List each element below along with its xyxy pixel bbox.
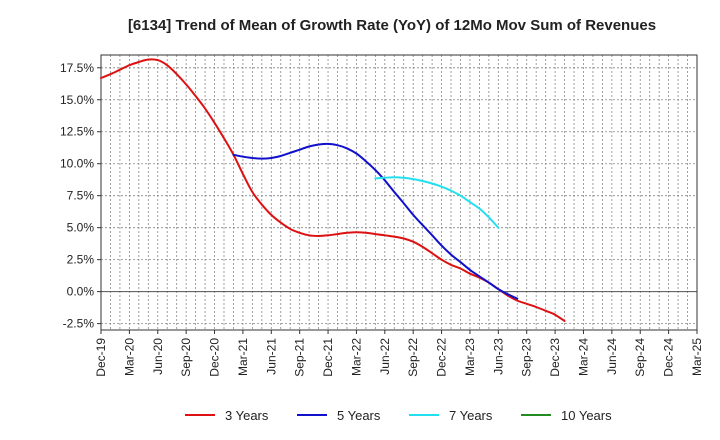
series-line-3-years: [100, 58, 566, 322]
legend-item-5-years: 5 Years: [297, 408, 381, 423]
x-tick-label: Mar-21: [236, 338, 250, 376]
legend-item-7-years: 7 Years: [409, 408, 493, 423]
x-tick-label: Mar-24: [576, 338, 590, 376]
legend: 3 Years 5 Years 7 Years 10 Years: [185, 408, 612, 423]
x-tick-label: Mar-22: [349, 338, 363, 376]
legend-item-3-years: 3 Years: [185, 408, 269, 423]
x-tick-label: Sep-21: [293, 338, 307, 377]
x-tick-label: Sep-23: [520, 338, 534, 377]
legend-label-10-years: 10 Years: [561, 408, 612, 423]
y-tick-label: 7.5%: [67, 189, 95, 203]
y-tick-label: 12.5%: [60, 125, 94, 139]
x-tick-label: Jun-21: [264, 338, 278, 375]
legend-label-3-years: 3 Years: [225, 408, 269, 423]
plot-frame: [100, 54, 698, 331]
x-tick-label: Sep-20: [179, 338, 193, 377]
x-tick-label: Sep-24: [633, 338, 647, 377]
x-tick-label: Dec-22: [435, 338, 449, 377]
legend-label-7-years: 7 Years: [449, 408, 493, 423]
y-tick-label: 2.5%: [67, 253, 95, 267]
y-tick-label: 10.0%: [60, 157, 94, 171]
x-tick-label: Dec-21: [321, 338, 335, 377]
x-tick-label: Dec-24: [662, 338, 676, 377]
x-tick-label: Mar-20: [122, 338, 136, 376]
x-tick-label: Dec-23: [548, 338, 562, 377]
y-tick-label: 17.5%: [60, 61, 94, 75]
series-line-5-years: [232, 142, 519, 300]
y-tick-label: 0.0%: [67, 285, 95, 299]
y-tick-label: -2.5%: [63, 317, 95, 331]
x-tick-label: Jun-22: [378, 338, 392, 375]
chart-title: [6134] Trend of Mean of Growth Rate (YoY…: [128, 17, 656, 34]
y-tick-label: 15.0%: [60, 93, 94, 107]
legend-label-5-years: 5 Years: [337, 408, 381, 423]
y-tick-label: 5.0%: [67, 221, 95, 235]
legend-item-10-years: 10 Years: [521, 408, 612, 423]
x-tick-label: Dec-20: [208, 338, 222, 377]
grid-layer: [100, 55, 698, 330]
x-tick-label: Jun-24: [605, 338, 619, 375]
x-tick-label: Sep-22: [406, 338, 420, 377]
x-tick-label: Jun-23: [491, 338, 505, 375]
x-tick-label: Jun-20: [151, 338, 165, 375]
x-tick-label: Mar-23: [463, 338, 477, 376]
series-layer: [100, 58, 566, 322]
x-tick-label: Dec-19: [94, 338, 108, 377]
x-tick-label: Mar-25: [690, 338, 704, 376]
axis-layer: -2.5% 0.0% 2.5% 5.0% 7.5% 10.0% 12.5% 15.0% 17.5…: [60, 54, 704, 377]
series-line-7-years: [374, 176, 500, 229]
